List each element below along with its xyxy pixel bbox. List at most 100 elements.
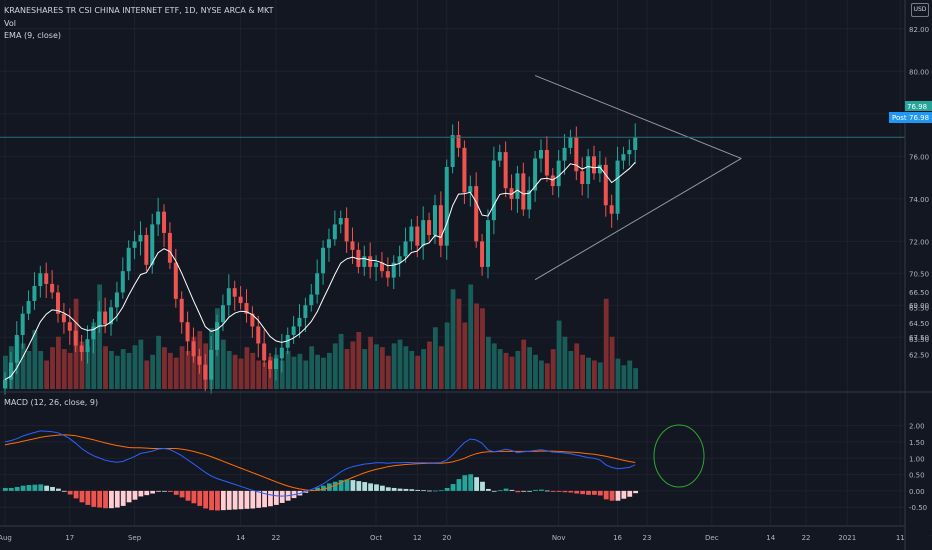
candle-body [38,273,43,287]
candle-body [397,256,402,263]
volume-bar [509,356,515,389]
volume-bar [256,360,262,389]
volume-bar [44,360,50,389]
candle-body [550,175,555,187]
histogram-bar [268,490,273,507]
histogram-bar [150,490,156,494]
macd-axis[interactable]: 2.00 1.50 1.00 0.50 0.00 -0.50 [909,423,927,513]
vol-legend[interactable]: Vol [4,19,16,28]
candle-body [379,262,384,272]
candle-body [185,322,190,342]
volume-bar [162,347,167,389]
candle-body [26,300,31,314]
histogram-bar [544,490,550,492]
histogram-bar [156,490,161,492]
histogram-bar [185,490,191,501]
volume-bar [109,351,114,389]
histogram-bar [615,490,621,501]
histogram-bar [603,490,609,500]
candle-body [480,241,485,267]
volume-bar [103,346,108,389]
candle-body [368,256,373,267]
time-tick-label: 14 [766,534,775,542]
candle-body [462,147,467,193]
candle-body [256,326,261,344]
histogram-bar [609,490,615,501]
histogram-bar [138,490,144,497]
histogram-bar [550,490,556,492]
histogram-bar [126,490,132,503]
histogram-bar [114,490,120,508]
candle-body [350,241,355,250]
macd-tick-label: 2.00 [909,423,925,431]
post-price-text: 76.98 [909,114,929,122]
volume-bar [409,351,415,389]
histogram-bar [8,487,14,491]
volume-bar [568,351,574,389]
price-tick-label: 80.00 [909,68,929,76]
volume-bar [303,360,309,389]
candle-body [438,205,443,246]
ema-legend[interactable]: EMA (9, close) [4,31,61,40]
candle-body [344,218,349,242]
histogram-bar [356,481,362,491]
histogram-bar [597,490,603,496]
histogram-bar [220,490,226,511]
macd-legend[interactable]: MACD (12, 26, close, 9) [4,398,99,407]
histogram-bar [497,490,503,492]
volume-bar [262,362,267,389]
price-axis[interactable]: 82.0080.0078.0076.0074.0072.0070.5069.00… [909,26,929,360]
candle-body [97,311,102,327]
candle-body [533,158,538,191]
candle-body [403,241,408,257]
volume-bar [550,349,556,389]
histogram-bar [491,490,497,492]
candle-body [3,379,7,389]
candle-body [197,356,202,365]
candle-body [173,262,178,299]
candle-body [415,226,420,246]
time-tick-label: Nov [552,534,566,542]
histogram-bar [44,485,50,491]
time-tick-label: 22 [802,534,811,542]
candle-body [91,326,96,340]
price-tick-label: 72.00 [909,238,929,246]
volume-bar [26,351,32,389]
volume-bar [609,336,615,389]
histogram-bar [374,484,379,491]
candle-body [191,341,196,357]
candle-body [627,149,632,155]
candle-body [332,224,337,240]
candle-body [409,226,414,242]
volume-bar [338,333,344,389]
volume-bar [421,349,426,389]
time-tick-label: 12 [413,534,422,542]
histogram-bar [415,489,421,491]
volume-bars [3,284,639,389]
volume-bar [456,298,462,389]
time-tick-label: 14 [236,534,245,542]
symbol-title[interactable]: KRANESHARES TR CSI CHINA INTERNET ETF, 1… [4,6,274,15]
volume-bar [179,346,185,389]
macd-tick-label: 1.00 [909,455,925,463]
candle-body [268,360,273,369]
time-tick-label: 23 [643,534,652,542]
price-tick-label: 70.50 [909,270,929,278]
price-tick-label: 69.00 [909,302,929,310]
grid-lines [0,0,905,526]
histogram-bar [438,490,444,492]
volume-bar [126,352,132,389]
price-tick-label: 82.00 [909,26,929,34]
time-axis[interactable]: Aug17Sep1422Oct1220Nov1623Dec14222021111… [0,534,932,542]
macd-histogram [3,474,639,511]
candle-body [120,271,125,293]
candle-body [126,247,131,272]
volume-bar [385,355,391,389]
histogram-bar [515,490,521,493]
currency-label[interactable]: USD [911,3,929,17]
candle-body [633,137,638,150]
volume-bar [462,322,468,389]
histogram-bar [50,486,55,491]
histogram-bar [132,490,138,500]
